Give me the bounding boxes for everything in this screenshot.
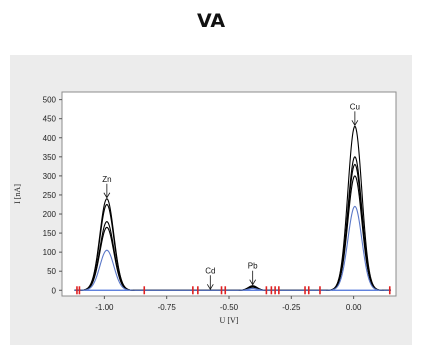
x-tick-label: -0.25 <box>282 303 301 312</box>
marker-layer <box>76 286 391 295</box>
peak-arrow-head <box>351 120 359 127</box>
y-tick-label: 200 <box>43 210 57 219</box>
y-tick-label: 450 <box>43 115 57 124</box>
y-tick-label: 150 <box>43 229 57 238</box>
y-axis-ticks: 0 50 100 150 200 250 300 350 400 450 500 <box>43 96 62 295</box>
x-tick-label: -0.50 <box>220 303 239 312</box>
y-tick-label: 100 <box>43 248 57 257</box>
y-axis-title: I [nA] <box>13 184 22 204</box>
plot-area <box>61 91 397 297</box>
peak-arrow-head <box>103 192 111 199</box>
y-tick-label: 50 <box>47 267 56 276</box>
peak-arrow-head <box>206 284 214 291</box>
y-tick-label: 350 <box>43 153 57 162</box>
x-axis-ticks: -1.00 -0.75 -0.50 -0.25 0.00 <box>95 296 362 312</box>
peak-label: Cd <box>205 266 215 275</box>
voltammogram-chart: 0 50 100 150 200 250 300 350 400 450 500 -1.00 -0.7… <box>13 91 397 325</box>
series-layer <box>74 125 392 291</box>
page-heading: VA <box>196 10 226 32</box>
peak-label: Pb <box>248 262 258 271</box>
y-tick-label: 250 <box>43 191 57 200</box>
x-tick-label: 0.00 <box>346 303 362 312</box>
y-tick-label: 300 <box>43 172 57 181</box>
y-tick-label: 0 <box>52 286 57 295</box>
x-tick-label: -1.00 <box>95 303 114 312</box>
y-tick-label: 400 <box>43 134 57 143</box>
y-tick-label: 500 <box>43 96 57 105</box>
peak-label: Zn <box>102 175 111 184</box>
x-axis-title: U [V] <box>220 316 239 325</box>
peak-annotations: Zn Cd Pb Cu <box>102 102 360 291</box>
x-tick-label: -0.75 <box>158 303 177 312</box>
series-line-5 <box>74 205 392 291</box>
peak-label: Cu <box>350 102 360 111</box>
peak-arrow-head <box>249 279 257 286</box>
